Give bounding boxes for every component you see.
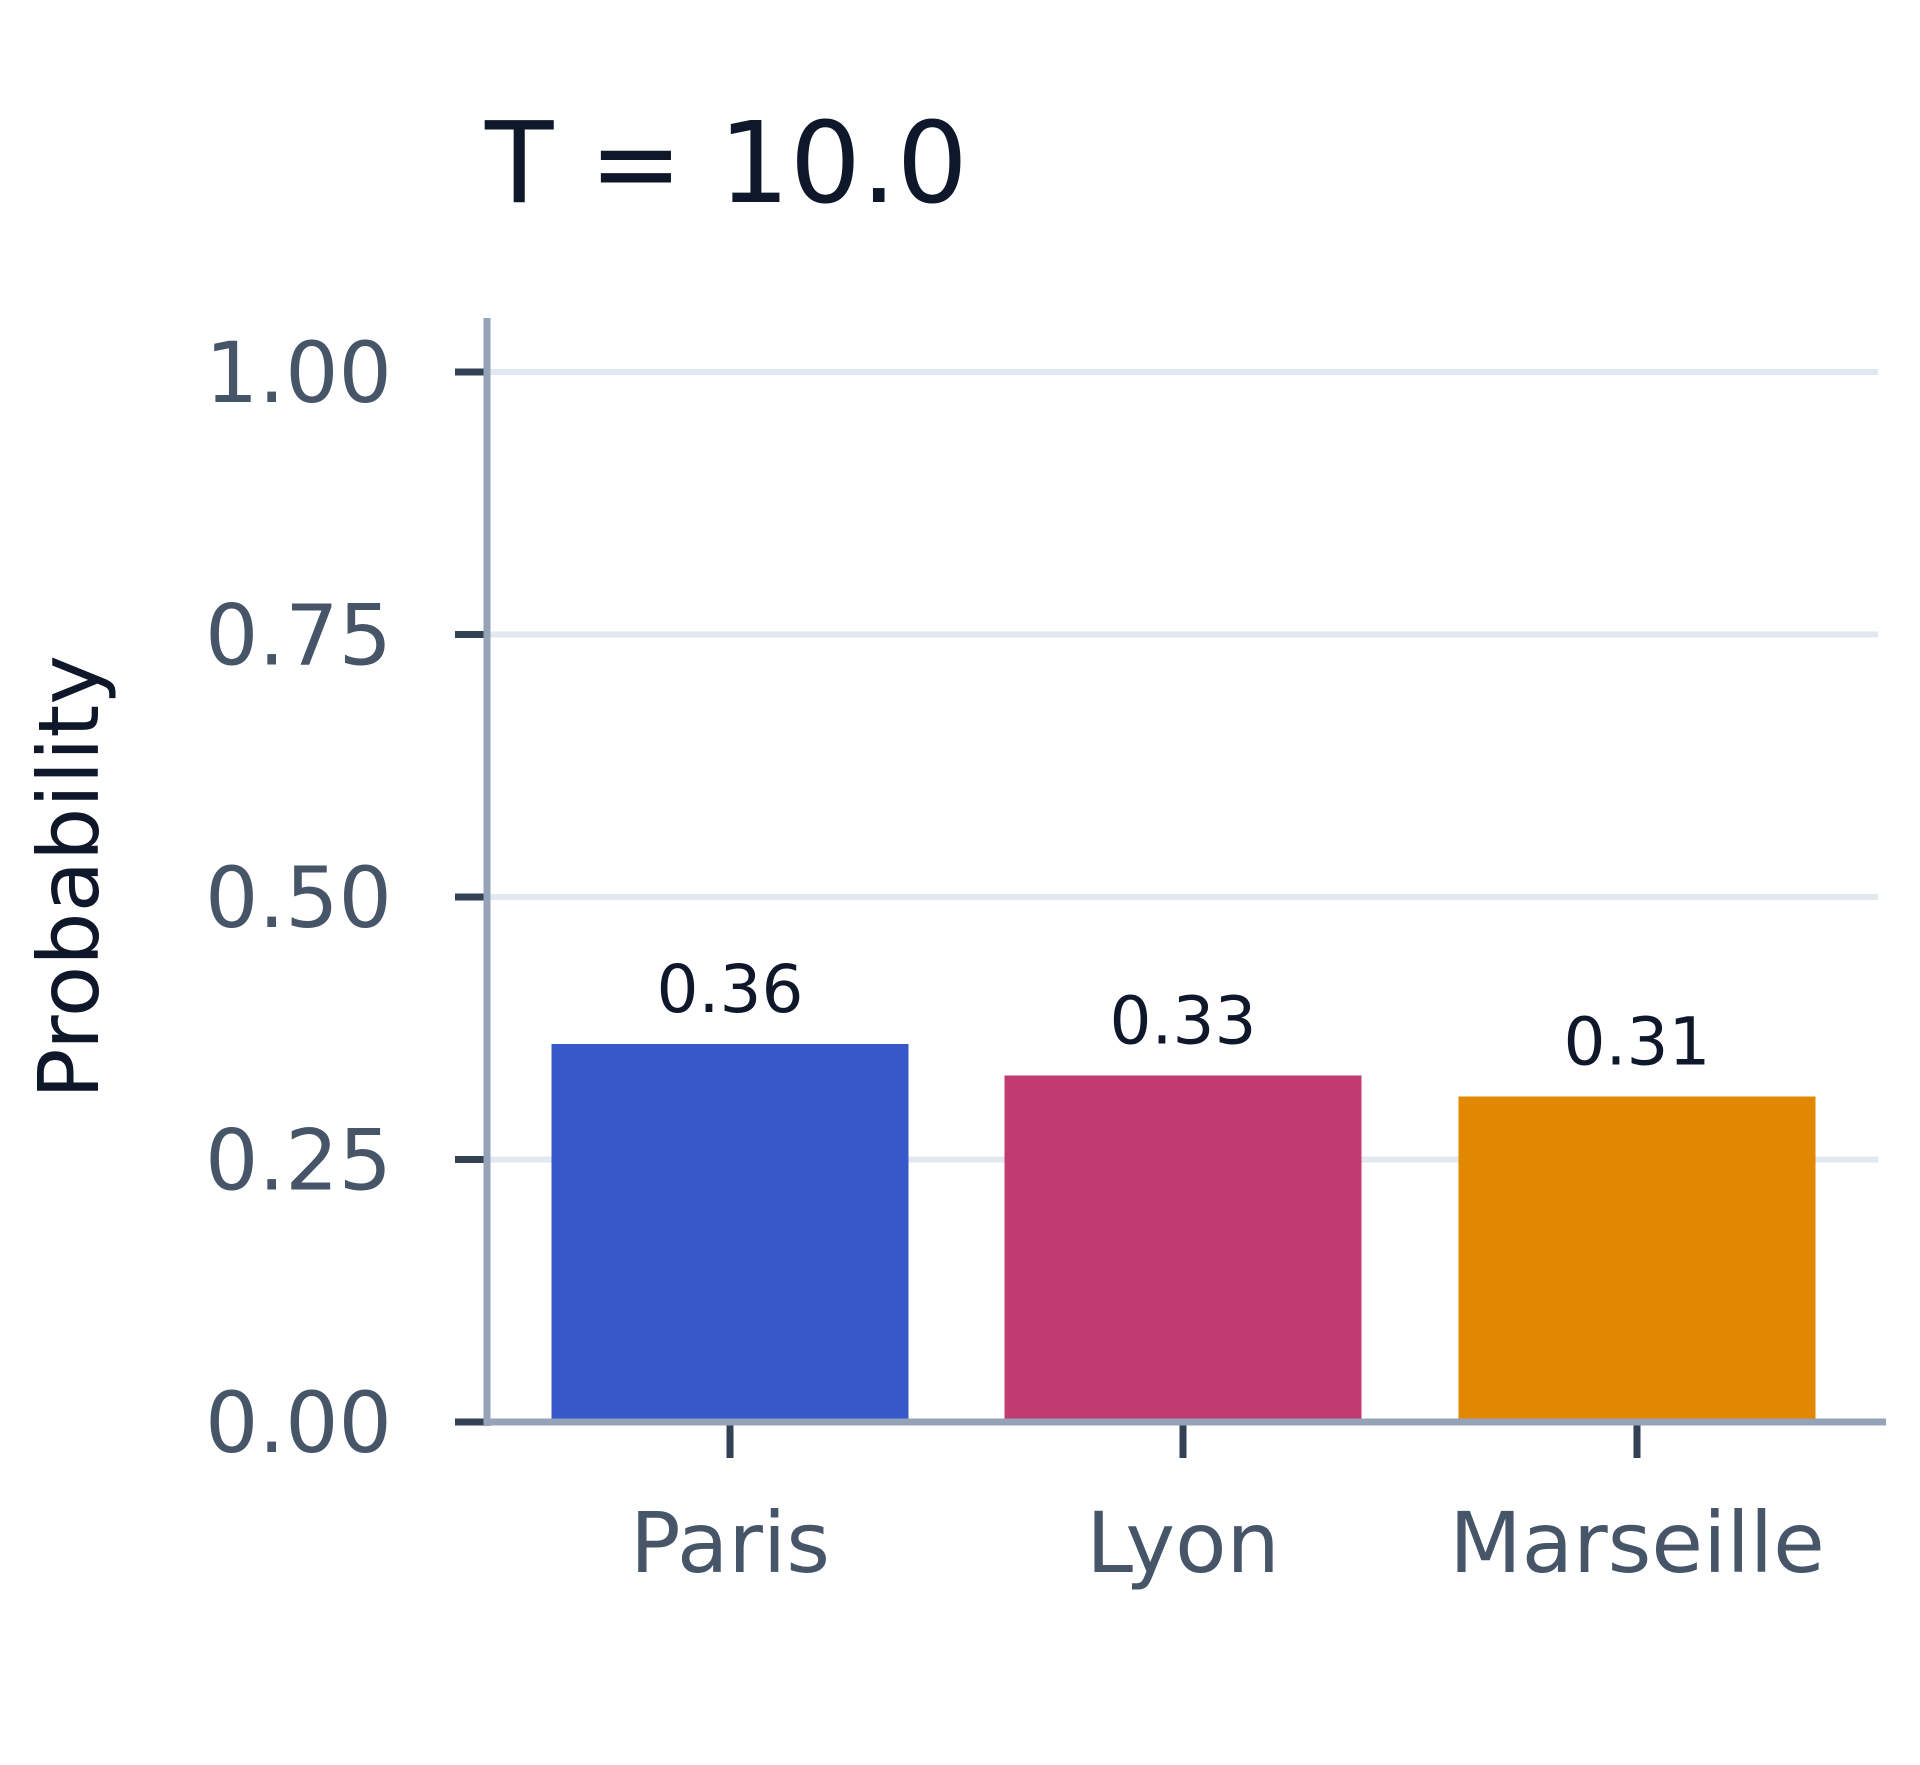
- axes: [455, 318, 1886, 1458]
- data-label: 0.36: [657, 951, 804, 1028]
- x-tick-label: Lyon: [1086, 1494, 1279, 1592]
- labels: 0.00 0.25 0.50 0.75 1.00 0.36 Paris 0.33 Lyon 0.3…: [205, 324, 1825, 1592]
- y-tick-label: 0.00: [205, 1374, 392, 1472]
- y-axis-label: Probability: [20, 655, 118, 1099]
- data-label: 0.33: [1110, 983, 1257, 1060]
- bars: [551, 1044, 1816, 1422]
- bar-paris: [551, 1044, 909, 1422]
- bar-lyon: [1004, 1075, 1362, 1422]
- chart-title: T = 10.0: [484, 99, 968, 229]
- y-tick-label: 0.75: [205, 587, 392, 685]
- y-tick-label: 1.00: [205, 324, 392, 422]
- bar-marseille: [1458, 1096, 1816, 1422]
- x-tick-label: Marseille: [1449, 1494, 1825, 1592]
- data-label: 0.31: [1564, 1004, 1711, 1081]
- y-tick-label: 0.50: [205, 849, 392, 947]
- x-tick-label: Paris: [630, 1494, 830, 1592]
- y-tick-label: 0.25: [205, 1112, 392, 1210]
